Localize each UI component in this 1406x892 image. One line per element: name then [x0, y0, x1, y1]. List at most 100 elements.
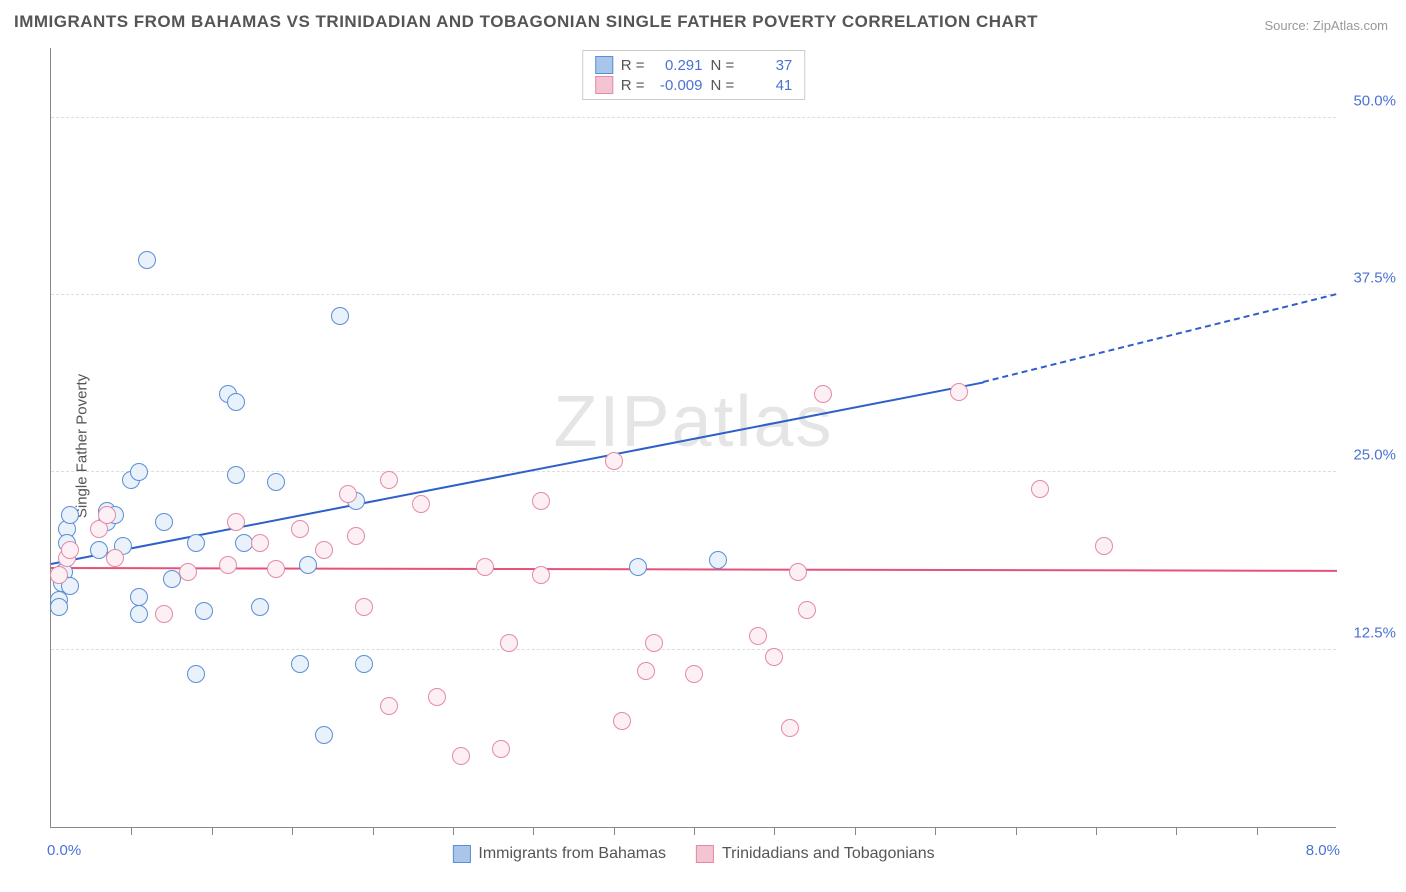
data-point [130, 588, 148, 606]
x-tick [131, 827, 132, 835]
legend-label: Trinidadians and Tobagonians [722, 845, 935, 863]
data-point [50, 566, 68, 584]
data-point [798, 601, 816, 619]
data-point [532, 492, 550, 510]
data-point [267, 473, 285, 491]
x-tick [373, 827, 374, 835]
watermark-text: ZIPatlas [553, 381, 833, 463]
source-attribution: Source: ZipAtlas.com [1264, 18, 1388, 33]
r-label: R = [621, 57, 645, 74]
data-point [251, 598, 269, 616]
data-point [299, 556, 317, 574]
data-point [532, 566, 550, 584]
y-tick-label: 12.5% [1341, 624, 1396, 641]
data-point [629, 558, 647, 576]
x-tick [533, 827, 534, 835]
data-point [227, 466, 245, 484]
data-point [709, 551, 727, 569]
data-point [412, 495, 430, 513]
data-point [355, 655, 373, 673]
data-point [637, 662, 655, 680]
data-point [291, 655, 309, 673]
data-point [789, 563, 807, 581]
data-point [347, 527, 365, 545]
data-point [267, 560, 285, 578]
y-tick-label: 25.0% [1341, 447, 1396, 464]
r-value: 0.291 [653, 57, 703, 74]
x-tick [855, 827, 856, 835]
x-tick [1176, 827, 1177, 835]
n-label: N = [711, 57, 735, 74]
data-point [476, 558, 494, 576]
data-point [685, 665, 703, 683]
swatch-icon [452, 845, 470, 863]
data-point [187, 665, 205, 683]
data-point [61, 506, 79, 524]
stats-row-series-2: R = -0.009 N = 41 [595, 75, 793, 95]
data-point [814, 385, 832, 403]
data-point [492, 740, 510, 758]
data-point [428, 688, 446, 706]
data-point [315, 541, 333, 559]
data-point [613, 712, 631, 730]
legend-item-series-2: Trinidadians and Tobagonians [696, 845, 935, 863]
data-point [380, 471, 398, 489]
chart-title: IMMIGRANTS FROM BAHAMAS VS TRINIDADIAN A… [14, 12, 1038, 32]
x-tick [453, 827, 454, 835]
grid-line [51, 649, 1336, 650]
data-point [155, 605, 173, 623]
data-point [380, 697, 398, 715]
x-tick [694, 827, 695, 835]
swatch-icon [696, 845, 714, 863]
data-point [227, 513, 245, 531]
swatch-icon [595, 56, 613, 74]
x-tick [212, 827, 213, 835]
data-point [179, 563, 197, 581]
x-tick [935, 827, 936, 835]
x-tick [614, 827, 615, 835]
data-point [251, 534, 269, 552]
x-tick [1257, 827, 1258, 835]
n-value: 37 [742, 57, 792, 74]
data-point [98, 506, 116, 524]
data-point [130, 605, 148, 623]
x-tick [1016, 827, 1017, 835]
r-value: -0.009 [653, 77, 703, 94]
swatch-icon [595, 76, 613, 94]
data-point [339, 485, 357, 503]
y-tick-label: 50.0% [1341, 92, 1396, 109]
data-point [138, 251, 156, 269]
x-tick [292, 827, 293, 835]
x-tick [774, 827, 775, 835]
n-label: N = [711, 77, 735, 94]
data-point [219, 556, 237, 574]
data-point [781, 719, 799, 737]
trend-line-extrapolated [983, 293, 1337, 383]
data-point [315, 726, 333, 744]
stats-row-series-1: R = 0.291 N = 37 [595, 55, 793, 75]
data-point [187, 534, 205, 552]
trend-line [51, 567, 1337, 572]
data-point [50, 598, 68, 616]
data-point [605, 452, 623, 470]
data-point [130, 463, 148, 481]
data-point [452, 747, 470, 765]
data-point [155, 513, 173, 531]
data-point [227, 393, 245, 411]
data-point [1031, 480, 1049, 498]
data-point [765, 648, 783, 666]
data-point [500, 634, 518, 652]
data-point [355, 598, 373, 616]
grid-line [51, 117, 1336, 118]
data-point [291, 520, 309, 538]
data-point [195, 602, 213, 620]
grid-line [51, 294, 1336, 295]
correlation-stats-box: R = 0.291 N = 37 R = -0.009 N = 41 [582, 50, 806, 100]
data-point [61, 541, 79, 559]
data-point [331, 307, 349, 325]
data-point [645, 634, 663, 652]
data-point [749, 627, 767, 645]
n-value: 41 [742, 77, 792, 94]
r-label: R = [621, 77, 645, 94]
data-point [950, 383, 968, 401]
